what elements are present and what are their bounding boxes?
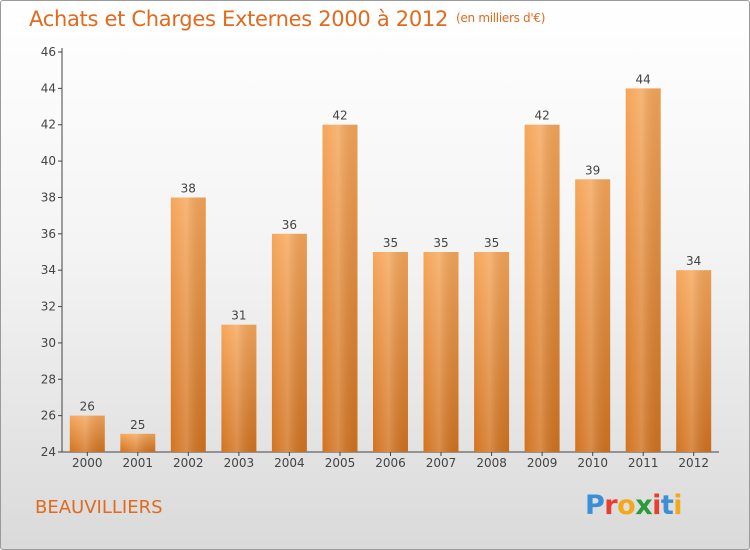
- bar-value-label: 42: [534, 109, 549, 123]
- logo-letter: t: [660, 490, 674, 521]
- bars: [69, 88, 712, 453]
- bar-shine: [575, 179, 611, 453]
- y-tick-label: 40: [41, 154, 56, 168]
- x-tick-label: 2011: [628, 456, 659, 470]
- x-tick-label: 2010: [577, 456, 608, 470]
- x-tick-label: 2008: [476, 456, 507, 470]
- bar-shine: [474, 252, 510, 452]
- bar-value-label: 35: [383, 236, 398, 250]
- x-tick-label: 2005: [325, 456, 356, 470]
- bar-value-label: 25: [130, 418, 145, 432]
- bar-shine: [221, 324, 257, 452]
- bar-shine: [373, 252, 408, 452]
- x-tick-label: 2000: [72, 456, 103, 470]
- bar-value-label: 35: [433, 236, 448, 250]
- x-tick-label: 2002: [173, 456, 204, 470]
- y-tick-label: 42: [41, 118, 56, 132]
- town-name: BEAUVILLIERS: [35, 497, 163, 518]
- x-tick-label: 2012: [678, 456, 709, 470]
- x-tick-label: 2009: [527, 456, 558, 470]
- bar-value-label: 36: [282, 218, 297, 232]
- y-tick-label: 38: [41, 190, 56, 204]
- x-tick-label: 2004: [274, 456, 305, 470]
- bar-value-label: 39: [585, 163, 600, 177]
- bar-shine: [676, 270, 712, 452]
- chart-title-text: Achats et Charges Externes 2000 à 2012: [29, 7, 449, 31]
- y-tick-label: 24: [41, 445, 56, 459]
- logo-letter: o: [617, 490, 636, 521]
- bar-value-label: 42: [332, 109, 347, 123]
- bar-shine: [322, 124, 358, 452]
- bar-value-label: 31: [231, 309, 246, 323]
- logo-letter: i: [673, 490, 683, 521]
- bar-shine: [625, 88, 661, 453]
- y-tick-label: 32: [41, 300, 56, 314]
- bar-shine: [69, 415, 105, 452]
- chart-title: Achats et Charges Externes 2000 à 2012 (e…: [29, 7, 545, 31]
- bar-value-label: 26: [80, 400, 95, 414]
- x-tick-label: 2006: [375, 456, 406, 470]
- y-tick-label: 28: [41, 372, 56, 386]
- chart-unit: (en milliers d'€): [456, 11, 546, 25]
- x-tick-label: 2007: [426, 456, 457, 470]
- logo-letter: P: [585, 490, 605, 521]
- x-tick-label: 2001: [123, 456, 154, 470]
- bar-shine: [524, 124, 560, 452]
- y-tick-label: 26: [41, 409, 56, 423]
- bar-value-label: 35: [484, 236, 499, 250]
- axes: 24 26 28 30 32 34 36 38 40 42 44 46 2000 2001 2002 2003…: [41, 45, 719, 470]
- bar-value-label: 34: [686, 254, 701, 268]
- y-tick-label: 44: [41, 81, 56, 95]
- y-tick-label: 46: [41, 45, 56, 59]
- bar-shine: [120, 433, 156, 452]
- logo-letter: x: [635, 490, 653, 521]
- y-tick-label: 36: [41, 227, 56, 241]
- bar-shine: [423, 252, 459, 452]
- bar-shine: [271, 233, 307, 452]
- bar-value-label: 38: [181, 182, 196, 196]
- bar-shine: [170, 197, 206, 452]
- logo-letter: i: [652, 490, 661, 521]
- value-labels: 26 25 38 31 36 42 35 35 35 42 39 44 34: [80, 72, 702, 431]
- x-tick-label: 2003: [224, 456, 255, 470]
- y-tick-label: 34: [41, 263, 56, 277]
- y-tick-label: 30: [41, 336, 56, 350]
- proxiti-logo: Proxiti: [585, 490, 683, 521]
- logo-letter: r: [604, 490, 618, 521]
- bar-value-label: 44: [636, 72, 651, 86]
